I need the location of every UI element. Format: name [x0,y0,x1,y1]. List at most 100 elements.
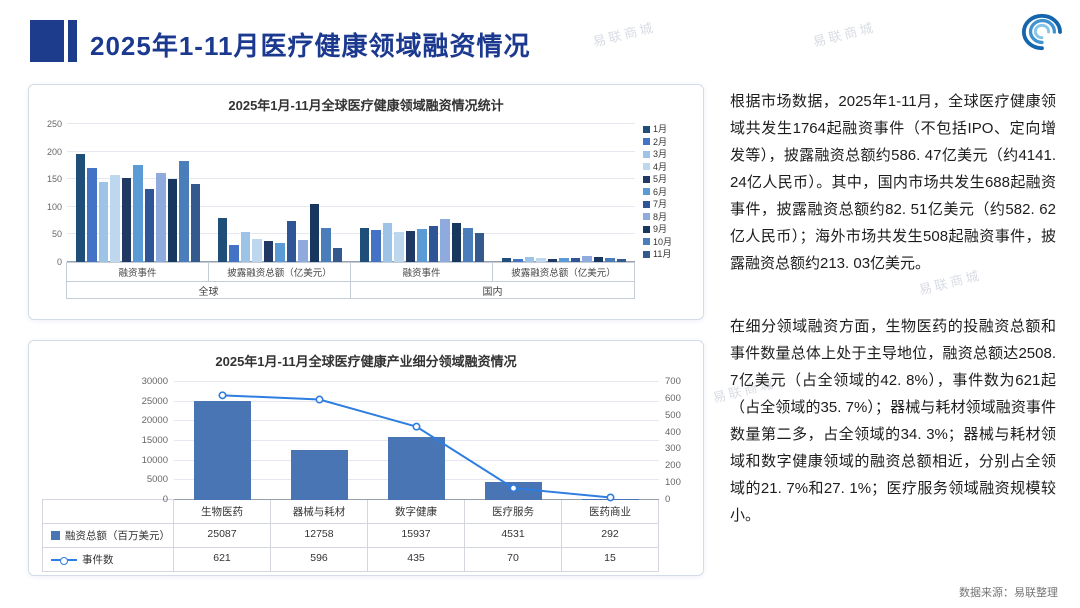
gridline [174,400,659,402]
bar [440,218,450,262]
y-tick-label: 25000 [141,395,168,407]
legend-swatch [643,175,650,183]
summary-paragraph-1: 根据市场数据，2025年1-11月，全球医疗健康领域共发生1764起融资事件（不… [730,93,1056,272]
bar [547,258,558,262]
bar [463,227,473,262]
bar [98,181,109,262]
bar [156,172,166,262]
bar-legend-glyph [51,531,60,540]
value-cell: 12758 [270,523,368,548]
bar [524,257,535,262]
y-tick-label: 100 [665,477,681,489]
legend-label: 9月 [653,224,668,234]
bar [371,229,381,262]
chart1-plot [67,123,635,262]
bar [252,238,262,262]
y-tick-label: 20000 [141,415,168,427]
bar [405,231,416,262]
bar [582,256,592,262]
y-tick-label: 700 [665,376,681,387]
bar-group [493,124,635,262]
gridline [174,420,659,422]
legend-item: 4月 [643,162,695,172]
legend-item: 6月 [643,187,695,197]
gridline [67,261,635,262]
bar [291,449,348,500]
y-tick-label: 50 [51,229,62,240]
title-accent-bar [68,20,77,62]
legend-label: 4月 [653,161,668,172]
bar [133,165,143,262]
bar [87,168,97,262]
y-tick-label: 400 [665,426,681,438]
bar [286,220,297,262]
legend-item: 9月 [643,224,695,234]
chart2-table: 生物医药 器械与耗材 数字健康 医疗服务 医药商业 融资总额（百万美元） 25087 1275… [42,499,659,572]
chart1-legend: 1月 2月 3月 4月 5月 6月 7月 8月 9月 10月 11月 [635,124,695,299]
value-cell: 15937 [367,523,465,548]
y-tick-label: 15000 [141,435,168,446]
watermark: 易联商城 [811,19,878,50]
bar [263,241,274,262]
bar [309,204,320,262]
bar [240,231,251,262]
bar [167,179,178,262]
value-cell: 25087 [173,523,271,548]
category-header-cell: 医药商业 [561,499,659,524]
title-accent-block [30,20,64,62]
y-tick-label: 30000 [141,376,168,387]
segment-financing-chart-panel: 2025年1月-11月全球医疗健康产业细分领域融资情况 0 5000 10000 15… [28,340,704,576]
legend-label: 5月 [653,174,668,184]
gridline [174,381,659,382]
value-cell: 70 [464,547,562,572]
legend-swatch [643,188,650,195]
y-tick-label: 5000 [146,474,168,486]
legend-swatch [643,225,650,233]
bar [474,233,484,262]
bar [451,223,462,262]
chart2-title: 2025年1月-11月全球医疗健康产业细分领域融资情况 [215,354,517,369]
measure-label: 披露融资总额（亿美元） [208,262,351,282]
value-cell: 435 [367,547,465,572]
chart1-body: 融资事件 披露融资总额（亿美元） 融资事件 披露融资总额（亿美元） 全球 国内 [66,123,635,299]
legend-label: 7月 [653,199,668,209]
legend-item: 10月 [643,237,695,247]
chart1-title: 2025年1月-11月全球医疗健康领域融资情况统计 [228,98,504,113]
category-header-cell: 器械与耗材 [270,499,368,524]
value-cell: 15 [561,547,659,572]
chart2-right-axis: 0 100 200 300 400 500 600 700 [659,376,689,505]
chart1: 0 50 100 150 200 250 融资事件 披露融资总额（亿美元） 融资事件 披露融资总… [37,119,695,299]
bar [605,258,615,262]
bar [229,245,239,262]
legend-label: 10月 [653,236,673,247]
bar [502,257,512,262]
summary-paragraph-2: 在细分领域融资方面，生物医药的投融资总额和事件数量总体上处于主导地位，融资总额达… [730,318,1056,524]
bar-column [174,382,271,500]
events-line [218,391,615,502]
bar [593,257,604,262]
chart2-plot [174,381,659,502]
bar [144,189,155,262]
value-cell: 621 [173,547,271,572]
value-cell: 292 [561,523,659,548]
legend-item: 7月 [643,199,695,209]
series-legend-cell: 事件数 [42,547,174,572]
bar-group [351,124,493,262]
bar [570,258,581,262]
bar [76,154,86,262]
logo-icon [1021,13,1062,51]
y-tick-label: 0 [56,257,62,267]
y-tick-label: 250 [46,119,62,129]
line-marker [315,395,324,404]
legend-swatch [643,250,650,258]
gridline [67,233,635,235]
region-label: 国内 [350,282,635,299]
bar-column [271,382,368,500]
legend-label: 11月 [653,249,672,259]
legend-label: 1月 [653,124,668,134]
bar [110,174,120,262]
chart2: 0 5000 10000 15000 20000 25000 30000 0 100 200 30… [43,376,689,505]
bar [513,258,523,262]
legend-item: 3月 [643,149,695,159]
watermark: 易联商城 [591,19,658,50]
